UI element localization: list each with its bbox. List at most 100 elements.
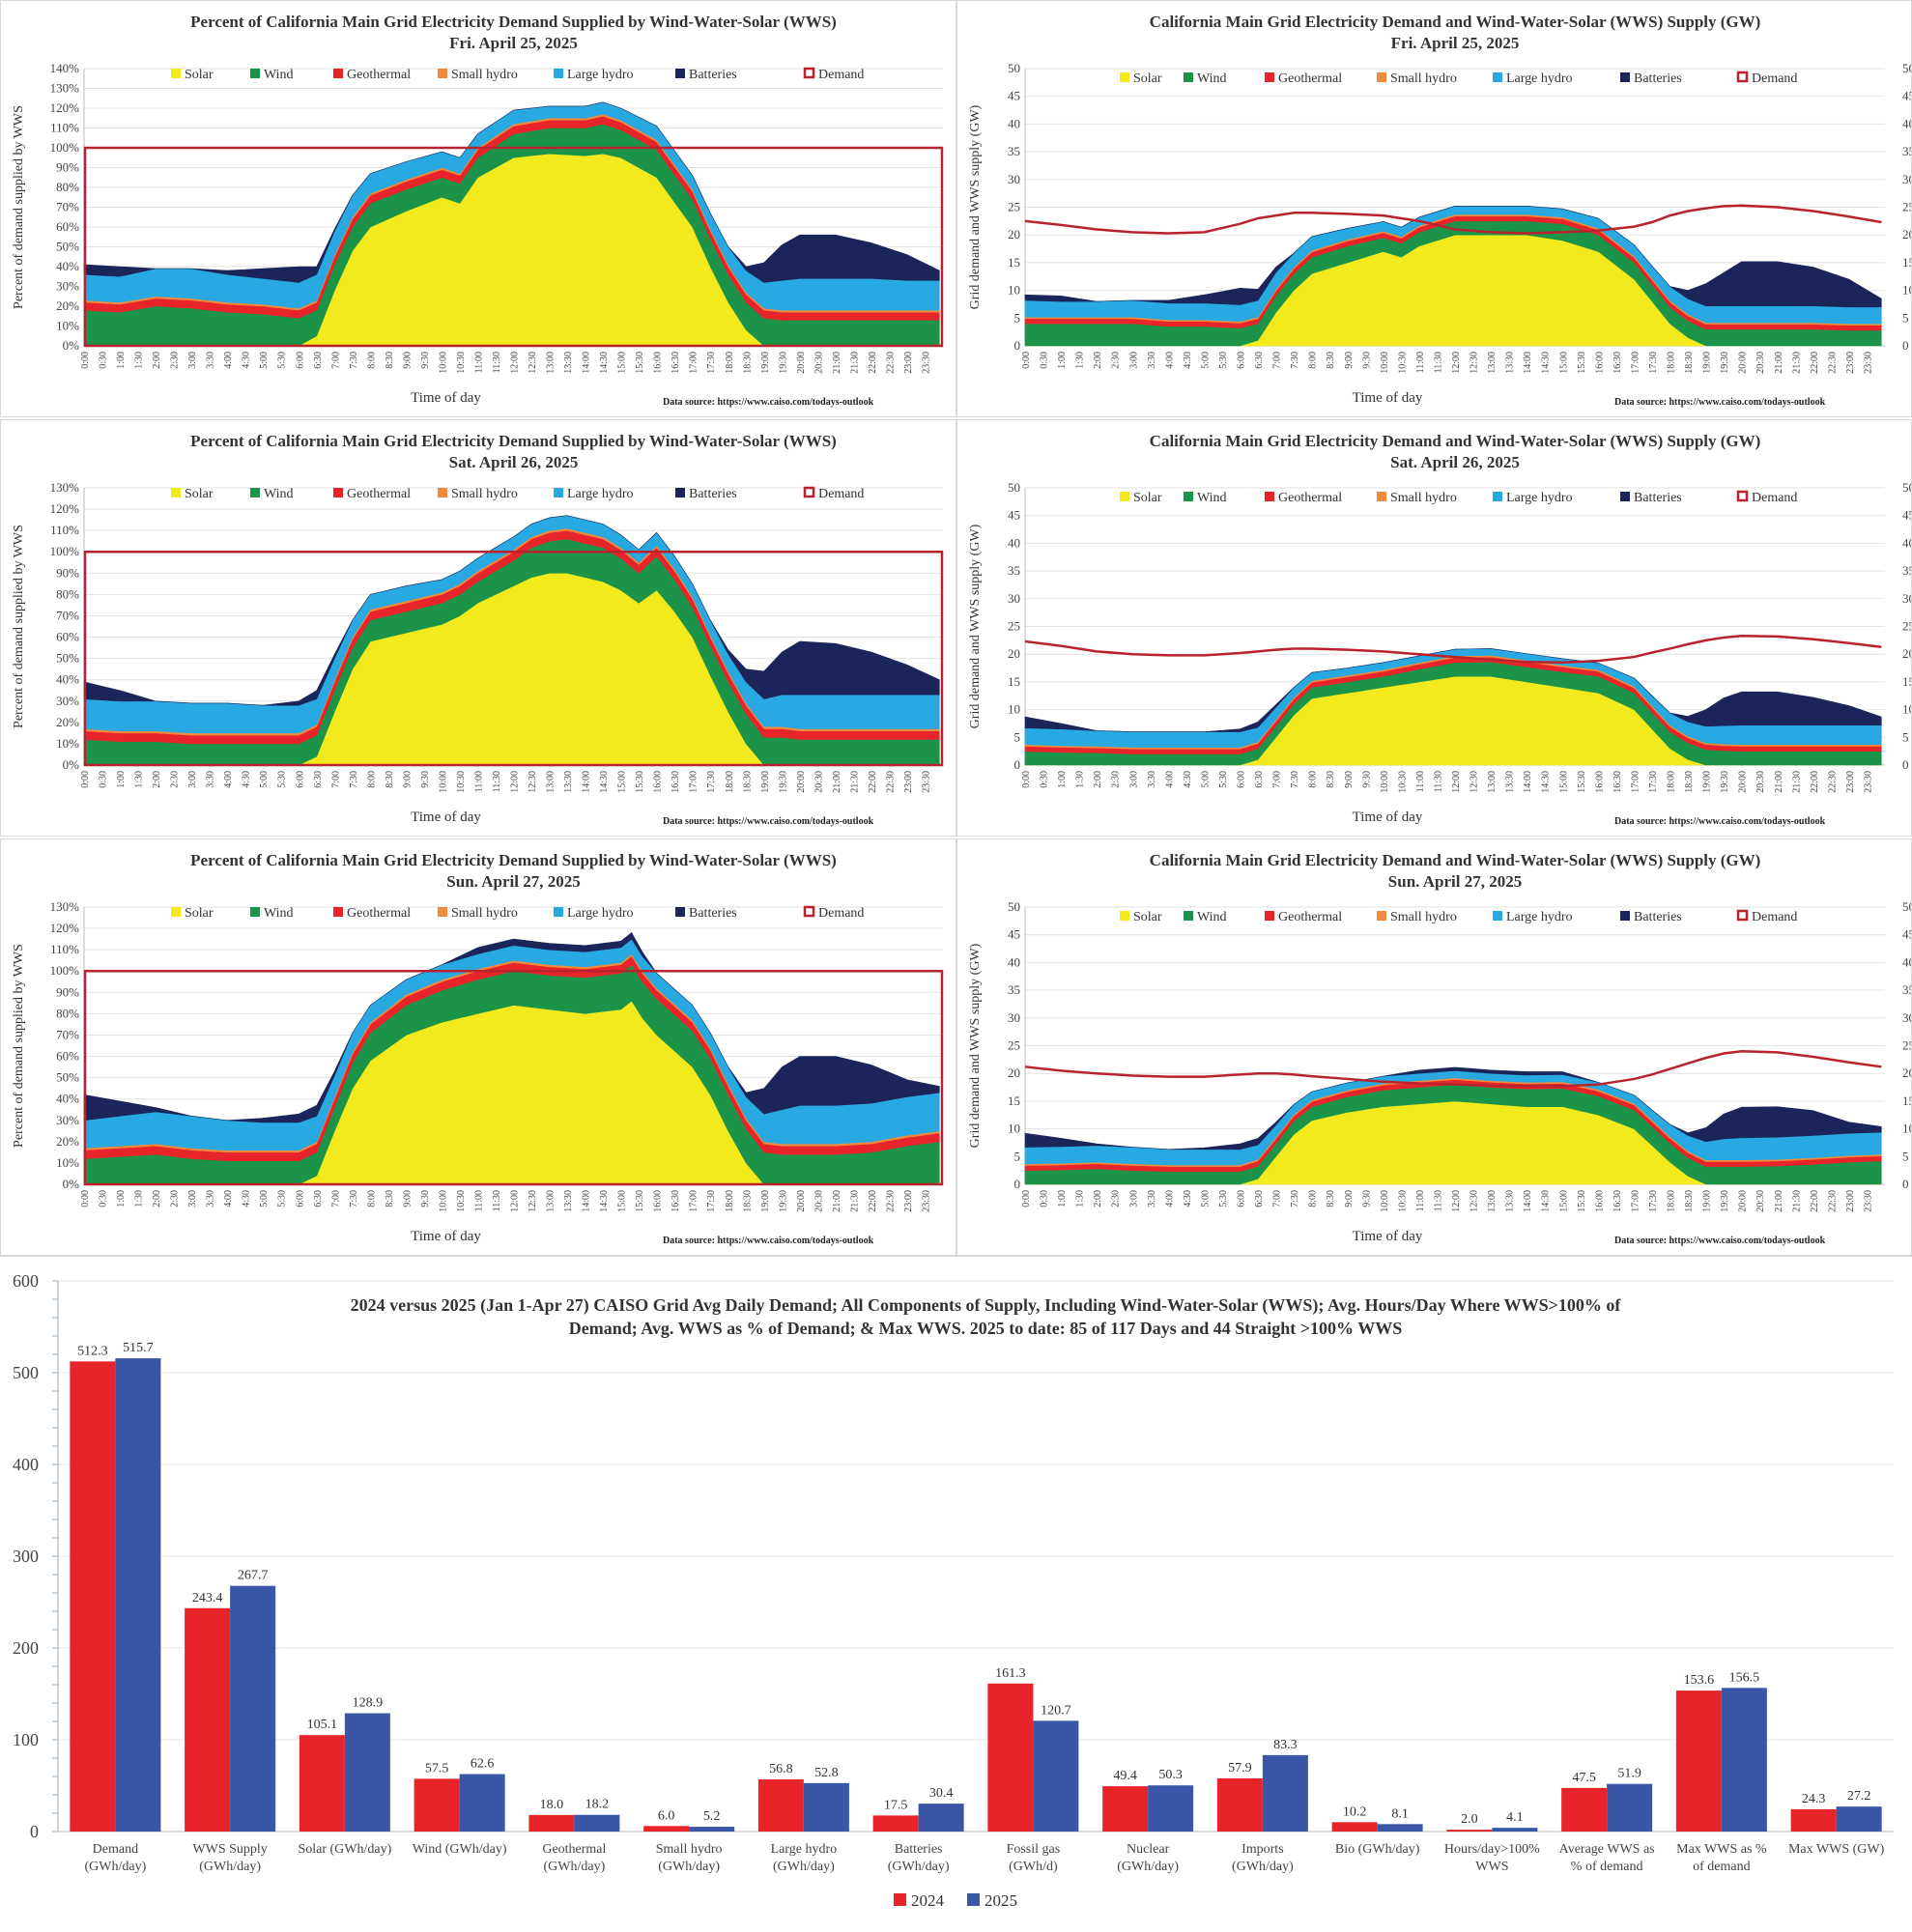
x-tick-label: 3:30 [1147, 1190, 1157, 1208]
data-label-2024: 49.4 [1113, 1769, 1137, 1783]
bar-2024 [1216, 1777, 1263, 1832]
legend-label-wind: Wind [1197, 71, 1227, 86]
x-tick-label: 0:00 [1021, 1190, 1032, 1208]
x-tick-label: 13:00 [1487, 1190, 1498, 1212]
x-tick-label: 15:30 [1577, 352, 1587, 374]
x-tick-label: 3:00 [1128, 1190, 1139, 1208]
y2-tick-label: 40 [1902, 535, 1911, 550]
x-tick-label: 17:30 [706, 1190, 717, 1212]
x-tick-label: 19:30 [1720, 352, 1730, 374]
category-label: (GWh/day) [1232, 1860, 1294, 1874]
data-label-2024: 56.8 [769, 1762, 793, 1776]
x-tick-label: 10:00 [1380, 771, 1390, 793]
x-tick-label: 8:30 [1326, 352, 1336, 369]
y-tick-label: 110% [50, 121, 79, 135]
legend-swatch-small-hydro [1377, 72, 1386, 82]
legend-label-wind: Wind [1197, 491, 1227, 505]
legend-label-small-hydro: Small hydro [1390, 491, 1457, 505]
x-tick-label: 16:30 [1612, 771, 1623, 793]
x-axis-label: Time of day [1353, 390, 1423, 406]
legend-swatch-batteries [1620, 72, 1630, 82]
x-tick-label: 20:30 [1755, 352, 1766, 374]
y-axis-label: Grid demand and WWS supply (GW) [968, 104, 983, 309]
x-tick-label: 16:30 [671, 352, 681, 374]
x-tick-label: 11:00 [473, 1190, 484, 1211]
bar-2025 [689, 1827, 735, 1832]
y-tick-label: 0 [1014, 757, 1021, 772]
demand-line [83, 146, 944, 348]
x-tick-label: 0:00 [80, 771, 91, 788]
x-tick-label: 22:30 [1827, 771, 1838, 793]
category-label: Solar (GWh/day) [298, 1842, 391, 1857]
x-tick-label: 2:00 [1093, 1190, 1103, 1208]
chart-subtitle: Sat. April 26, 2025 [449, 453, 579, 471]
x-tick-label: 9:00 [1344, 1190, 1355, 1208]
legend-label-2025: 2025 [985, 1891, 1017, 1910]
bar-2025 [1262, 1754, 1308, 1832]
y-tick-label: 80% [56, 586, 79, 601]
y-tick-label: 120% [50, 921, 80, 935]
x-tick-label: 3:30 [206, 771, 216, 788]
x-tick-label: 21:30 [849, 1190, 860, 1212]
x-tick-label: 17:30 [1648, 352, 1659, 374]
y-tick-label: 15 [1008, 674, 1020, 689]
x-tick-label: 23:00 [1845, 352, 1856, 374]
legend-swatch-geothermal [333, 69, 343, 78]
y-tick-label: 60% [56, 630, 79, 644]
y-tick-label: 140% [50, 61, 80, 75]
x-tick-label: 14:00 [582, 771, 592, 793]
x-tick-label: 19:00 [760, 771, 771, 793]
legend-label-geothermal: Geothermal [1278, 910, 1342, 924]
x-tick-label: 21:00 [1774, 352, 1784, 374]
x-tick-label: 23:00 [903, 1190, 914, 1212]
y2-tick-label: 30 [1902, 172, 1911, 186]
x-tick-label: 19:30 [778, 1190, 788, 1212]
legend-label-geothermal: Geothermal [1278, 491, 1342, 505]
x-tick-label: 15:30 [635, 352, 645, 374]
bar-2025 [344, 1713, 390, 1832]
x-tick-label: 22:30 [885, 352, 896, 374]
legend-swatch-2025 [967, 1893, 980, 1906]
y2-tick-label: 35 [1902, 144, 1911, 158]
chart-subtitle: Sun. April 27, 2025 [446, 872, 580, 891]
x-tick-label: 13:00 [546, 1190, 556, 1212]
y-tick-label: 50% [56, 240, 79, 254]
x-tick-label: 19:00 [1702, 771, 1713, 793]
data-source: Data source: https://www.caiso.com/today… [1614, 816, 1826, 827]
legend-swatch-batteries [1620, 911, 1630, 921]
legend-label-demand: Demand [818, 906, 864, 921]
y-tick-label: 80% [56, 180, 79, 194]
x-tick-label: 7:30 [349, 352, 359, 369]
x-tick-label: 1:00 [116, 352, 127, 369]
chart-title: California Main Grid Electricity Demand … [1150, 851, 1761, 869]
x-tick-label: 16:00 [653, 352, 664, 374]
chart-subtitle: Sat. April 26, 2025 [1390, 453, 1520, 471]
demand-line [1024, 1049, 1882, 1088]
x-tick-label: 18:30 [742, 352, 753, 374]
data-source: Data source: https://www.caiso.com/today… [663, 397, 874, 408]
x-axis-label: Time of day [1353, 1229, 1423, 1244]
x-tick-label: 20:00 [1738, 771, 1749, 793]
x-tick-label: 13:00 [1487, 352, 1498, 374]
x-tick-label: 2:30 [170, 352, 181, 369]
legend-label-geothermal: Geothermal [347, 487, 411, 501]
x-tick-label: 10:00 [438, 352, 448, 374]
x-tick-label: 2:30 [1111, 1190, 1122, 1208]
legend-swatch-small-hydro [438, 488, 447, 497]
x-tick-label: 18:30 [742, 1190, 753, 1212]
x-tick-label: 16:00 [653, 1190, 664, 1212]
legend-swatch-wind [250, 488, 260, 497]
y2-tick-label: 30 [1902, 1010, 1911, 1025]
data-source: Data source: https://www.caiso.com/today… [663, 816, 874, 827]
category-label: WWS [1475, 1860, 1508, 1874]
x-tick-label: 14:00 [582, 1190, 592, 1212]
legend-swatch-geothermal [1265, 492, 1274, 501]
y-tick-label: 130% [50, 480, 80, 495]
demand-line [83, 969, 944, 1186]
y2-tick-label: 5 [1902, 1149, 1909, 1163]
x-tick-label: 11:30 [492, 352, 502, 373]
x-tick-label: 13:30 [1505, 771, 1516, 793]
x-tick-label: 5:00 [1200, 771, 1211, 788]
bar-2025 [1607, 1783, 1653, 1832]
chart-panel-gw-fri: California Main Grid Electricity Demand … [956, 0, 1912, 417]
